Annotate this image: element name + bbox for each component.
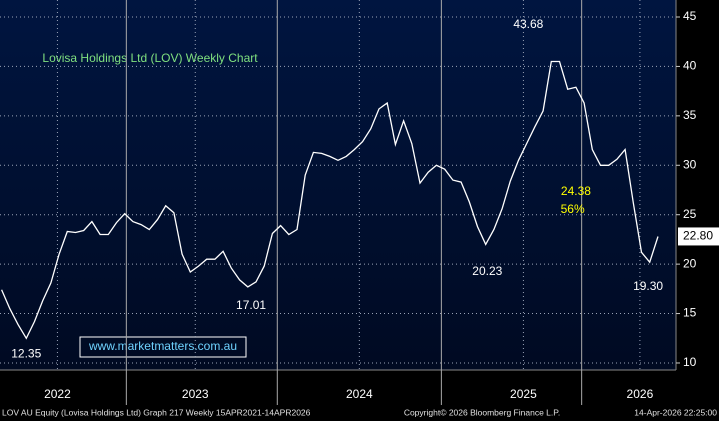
annotation: 19.30 — [633, 279, 663, 293]
annotation: 43.68 — [513, 17, 543, 31]
footnote: LOV AU Equity (Lovisa Holdings Ltd) Grap… — [2, 407, 311, 417]
y-tick-label: 35 — [683, 108, 697, 122]
y-tick-label: 10 — [683, 355, 697, 369]
y-tick-label: 40 — [683, 59, 697, 73]
chart-title: Lovisa Holdings Ltd (LOV) Weekly Chart — [42, 51, 258, 65]
x-tick-label: 2023 — [182, 387, 209, 401]
x-tick-label: 2025 — [510, 387, 537, 401]
plot-area — [0, 0, 676, 370]
footnote: 14-Apr-2026 22:25:00 — [634, 407, 717, 417]
x-tick-label: 2022 — [44, 387, 71, 401]
last-price-label: 22.80 — [683, 229, 713, 243]
watermark-box — [79, 336, 247, 358]
last-price-box — [678, 227, 719, 246]
annotation: 12.35 — [11, 346, 41, 360]
y-tick-label: 20 — [683, 256, 697, 270]
y-tick-label: 45 — [683, 9, 697, 23]
annotation: 20.23 — [472, 264, 502, 278]
annotation: 24.38 — [561, 184, 591, 198]
x-tick-label: 2026 — [627, 387, 654, 401]
annotation: 17.01 — [236, 298, 266, 312]
y-tick-label: 30 — [683, 157, 697, 171]
x-tick-label: 2024 — [346, 387, 373, 401]
watermark: www.marketmatters.com.au — [88, 339, 237, 353]
y-tick-label: 25 — [683, 207, 697, 221]
footnote: Copyright© 2026 Bloomberg Finance L.P. — [404, 407, 560, 417]
annotation: 56% — [561, 202, 585, 216]
price-line — [1, 60, 659, 340]
y-tick-label: 15 — [683, 306, 697, 320]
